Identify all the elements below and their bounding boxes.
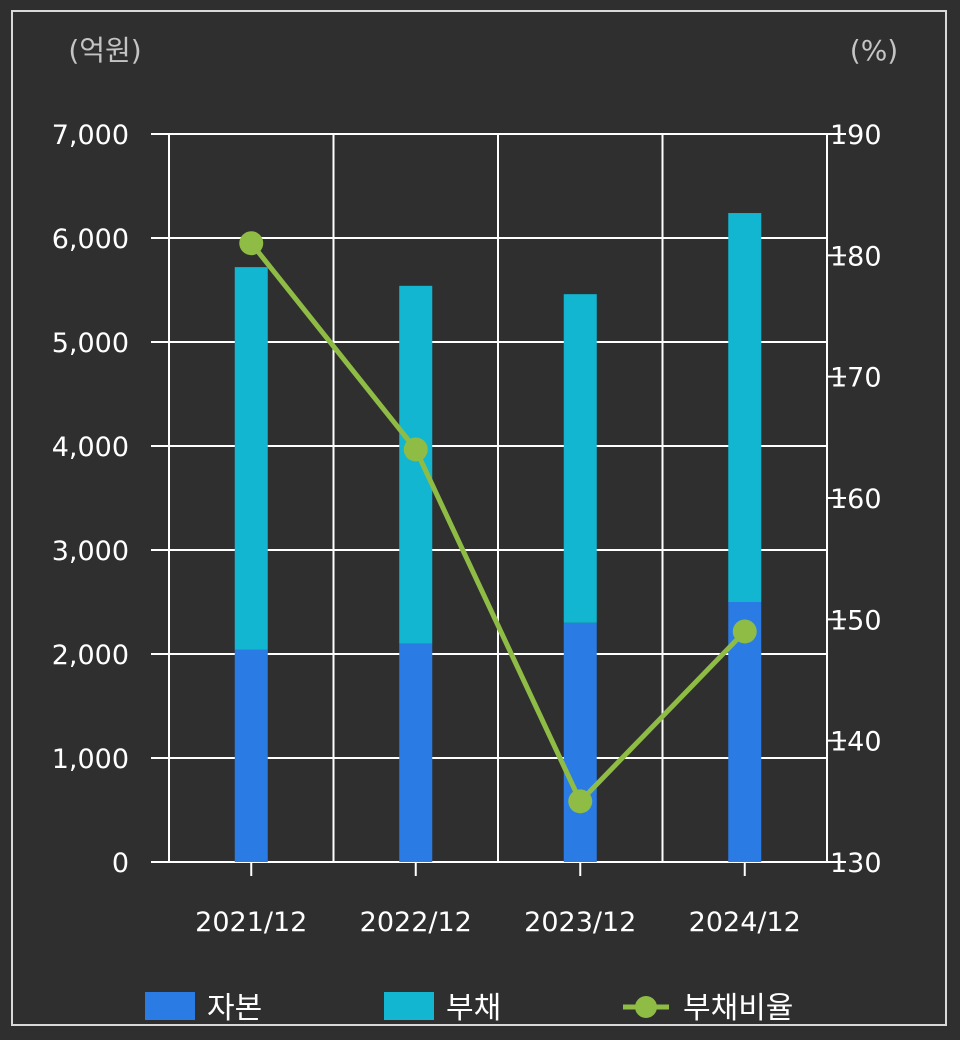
x-tick-label: 2021/12: [195, 907, 307, 938]
left-axis-unit-label: (억원): [68, 34, 141, 67]
right-tick-label: 170: [830, 363, 882, 394]
bar-자본-2022/12: [399, 643, 433, 862]
x-tick-label: 2023/12: [524, 907, 636, 938]
line-point-2024/12: [732, 619, 757, 644]
right-axis-unit-label: (%): [850, 34, 898, 67]
right-tick-label: 180: [830, 241, 882, 272]
legend-swatch-부채: [384, 992, 434, 1020]
right-tick-label: 150: [830, 605, 882, 636]
left-tick-label: 4,000: [52, 432, 129, 463]
bar-부채-2021/12: [234, 267, 268, 650]
legend: 자본 부채 부채비율: [145, 991, 793, 1026]
line-point-2022/12: [403, 437, 428, 462]
left-tick-label: 1,000: [52, 744, 129, 775]
x-tick-label: 2024/12: [689, 907, 801, 938]
bar-부채-2022/12: [399, 285, 433, 644]
left-tick-label: 7,000: [52, 120, 129, 151]
x-tick-label: 2022/12: [360, 907, 472, 938]
legend-swatch-자본: [145, 992, 195, 1020]
axes: 0 1,000 2,000 3,000 4,000 5,000 6,000 7,000 130 1…: [52, 120, 882, 938]
bar-자본-2021/12: [234, 649, 268, 862]
left-tick-label: 6,000: [52, 224, 129, 255]
bar-series: [234, 213, 762, 862]
legend-label-부채비율: 부채비율: [683, 991, 793, 1026]
bar-자본-2023/12: [563, 622, 597, 862]
right-tick-label: 140: [830, 727, 882, 758]
line-point-2023/12: [568, 789, 593, 814]
right-tick-label: 190: [830, 120, 882, 151]
bar-부채-2023/12: [563, 294, 597, 623]
left-tick-label: 3,000: [52, 536, 129, 567]
left-tick-label: 2,000: [52, 640, 129, 671]
line-path-부채비율: [249, 241, 747, 804]
chart-frame: [11, 10, 947, 1026]
left-tick-label: 5,000: [52, 328, 129, 359]
line-point-2021/12: [239, 231, 264, 256]
right-tick-label: 130: [830, 848, 882, 879]
legend-label-부채: 부채: [446, 991, 501, 1026]
bar-부채-2024/12: [728, 213, 762, 603]
line-series: [239, 231, 757, 814]
left-tick-label: 0: [112, 848, 129, 879]
legend-swatch-marker-부채비율: [635, 996, 657, 1018]
legend-label-자본: 자본: [207, 991, 262, 1026]
right-tick-label: 160: [830, 484, 882, 515]
